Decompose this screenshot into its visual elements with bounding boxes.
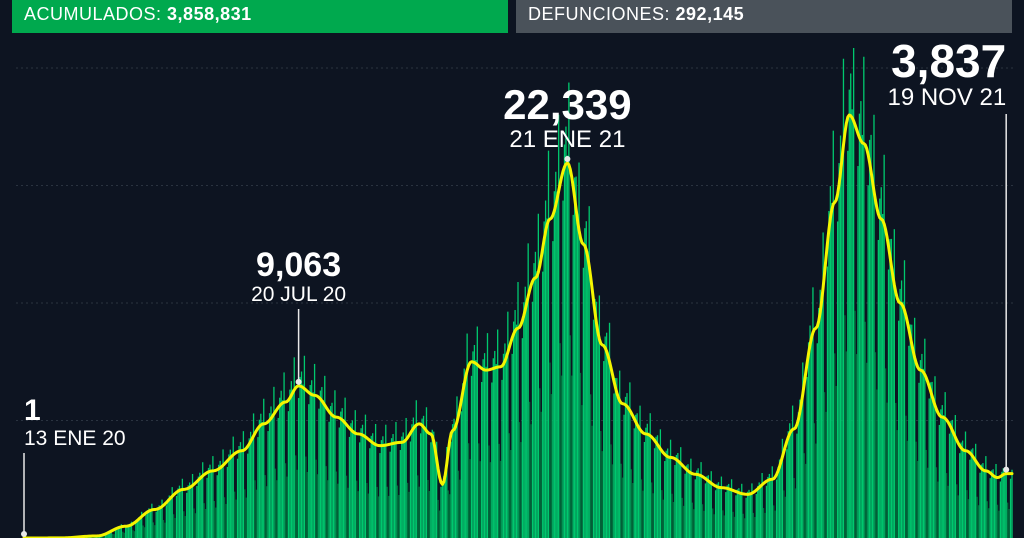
badge-defunciones-value: 292,145 <box>676 4 745 24</box>
chart <box>0 48 1024 538</box>
badge-acumulados-value: 3,858,831 <box>167 4 252 24</box>
badge-defunciones-label: DEFUNCIONES: <box>528 4 670 24</box>
badge-acumulados-label: ACUMULADOS: <box>24 4 162 24</box>
chart-svg <box>0 48 1024 538</box>
header-badges: ACUMULADOS: 3,858,831 DEFUNCIONES: 292,1… <box>0 0 1024 33</box>
badge-acumulados: ACUMULADOS: 3,858,831 <box>12 0 508 33</box>
badge-defunciones: DEFUNCIONES: 292,145 <box>516 0 1012 33</box>
